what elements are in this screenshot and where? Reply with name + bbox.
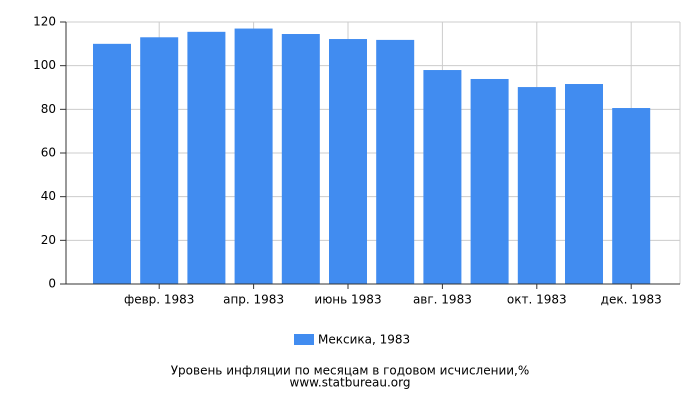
bar — [517, 87, 556, 285]
bar — [187, 31, 226, 285]
x-tick-label: апр. 1983 — [223, 293, 284, 307]
y-tick-label: 20 — [41, 233, 56, 247]
legend-label: Мексика, 1983 — [318, 333, 410, 347]
y-tick-label: 80 — [41, 102, 56, 116]
bar — [140, 37, 179, 285]
x-tick-label: окт. 1983 — [507, 293, 567, 307]
y-tick-label: 120 — [33, 15, 56, 29]
bar — [376, 39, 415, 284]
bar — [234, 28, 273, 284]
y-tick-label: 60 — [41, 146, 56, 160]
y-tick-label: 40 — [41, 189, 56, 203]
bar — [423, 70, 462, 285]
bar — [565, 84, 603, 284]
bar — [612, 108, 651, 284]
bar — [329, 39, 367, 284]
x-tick-label: дек. 1983 — [601, 293, 662, 307]
y-tick-label: 0 — [48, 277, 56, 291]
chart-title: Уровень инфляции по месяцам в годовом ис… — [171, 364, 530, 378]
x-tick-label: февр. 1983 — [124, 293, 195, 307]
y-tick-label: 100 — [33, 58, 56, 72]
bar — [93, 43, 131, 285]
bar — [281, 34, 320, 285]
bar — [470, 78, 509, 284]
legend-swatch — [294, 334, 314, 345]
source: www.statbureau.org — [290, 376, 411, 390]
x-tick-label: авг. 1983 — [413, 293, 472, 307]
x-tick-label: июнь 1983 — [314, 293, 381, 307]
